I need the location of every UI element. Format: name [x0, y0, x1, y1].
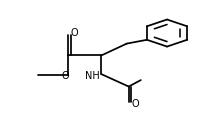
Text: O: O — [61, 71, 69, 81]
Text: NH: NH — [85, 71, 99, 81]
Text: O: O — [70, 28, 78, 38]
Text: O: O — [131, 99, 139, 109]
